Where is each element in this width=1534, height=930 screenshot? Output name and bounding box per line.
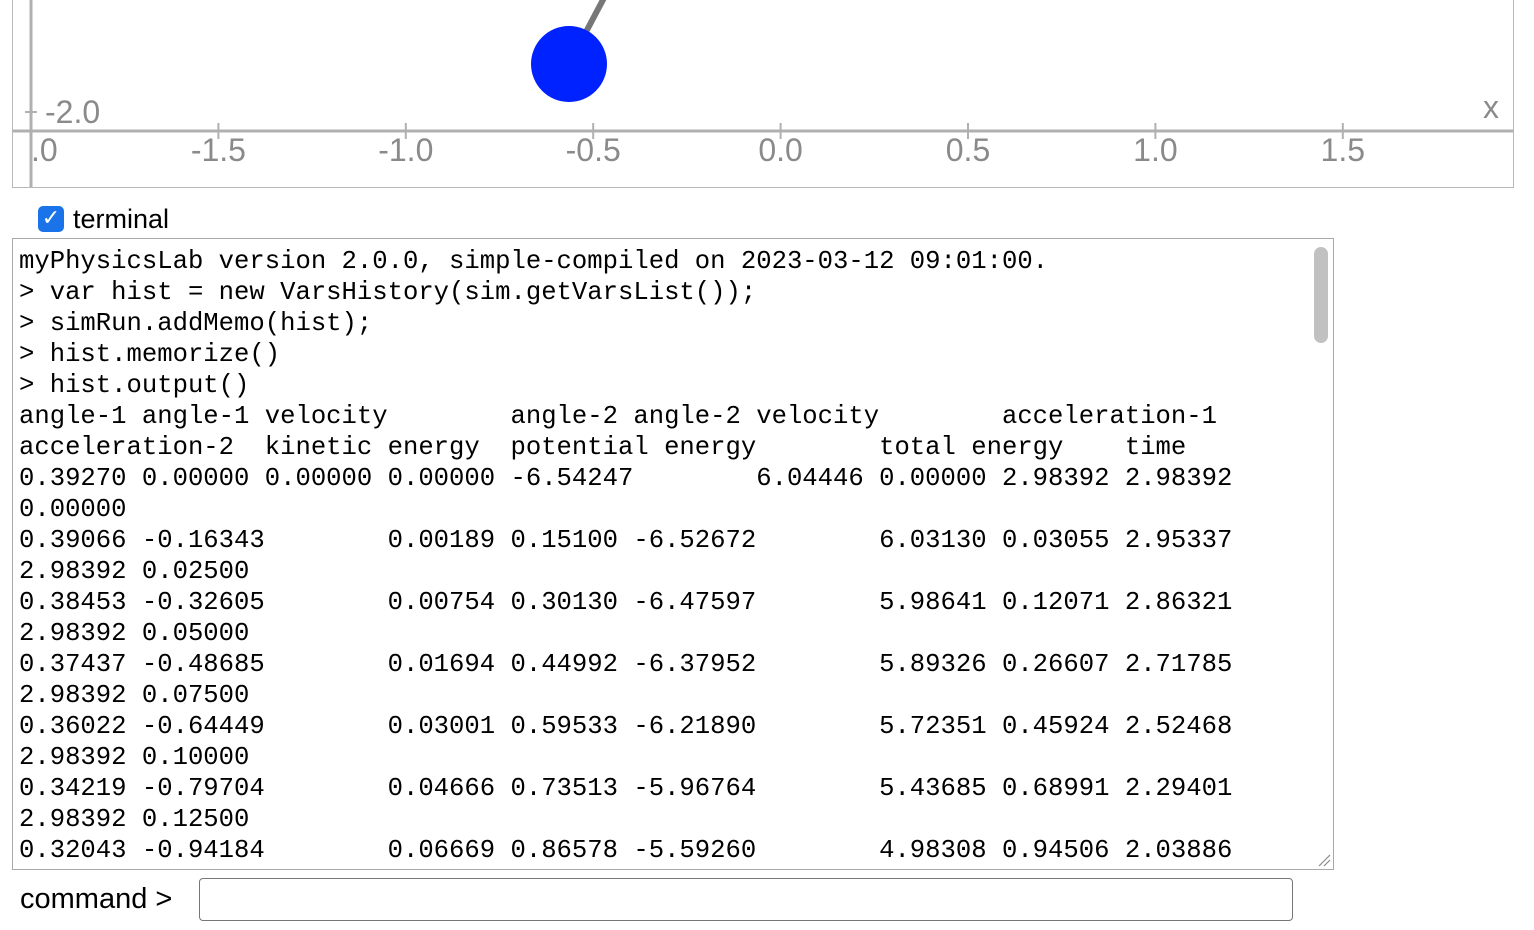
checkbox-checked-icon[interactable]: ✓ (38, 206, 64, 232)
pendulum-bob[interactable] (531, 26, 607, 102)
x-axis-tick-label: -0.5 (566, 132, 621, 168)
x-axis-tick-label: 1.5 (1321, 132, 1365, 168)
terminal-checkbox-label: terminal (73, 203, 170, 234)
x-axis-tick-label: -1.5 (191, 132, 246, 168)
x-axis-tick-label: 0.5 (946, 132, 990, 168)
terminal-checkbox[interactable]: ✓ terminal (38, 203, 169, 235)
resize-handle-icon[interactable] (1317, 853, 1331, 867)
x-axis-tick-label: -1.0 (378, 132, 433, 168)
terminal-text: myPhysicsLab version 2.0.0, simple-compi… (19, 247, 1233, 865)
simulation-graph: -2.0 x .0 -1.5 -1.0 -0.5 0.0 0.5 1.0 1.5 (13, 0, 1513, 187)
scrollbar-thumb[interactable] (1314, 247, 1328, 343)
x-axis-tick-label: 1.0 (1133, 132, 1177, 168)
x-axis-name: x (1483, 89, 1499, 125)
command-input[interactable] (199, 878, 1293, 921)
x-axis-tick-label: .0 (31, 132, 58, 168)
terminal-output[interactable]: myPhysicsLab version 2.0.0, simple-compi… (12, 238, 1334, 870)
terminal-scrollbar[interactable] (1305, 239, 1333, 869)
command-label: command > (20, 883, 173, 915)
x-axis-tick-label: 0.0 (758, 132, 802, 168)
y-axis-tick-label: -2.0 (45, 94, 100, 130)
x-axis-ticks: .0 -1.5 -1.0 -0.5 0.0 0.5 1.0 1.5 (30, 123, 1365, 168)
simulation-canvas[interactable]: -2.0 x .0 -1.5 -1.0 -0.5 0.0 0.5 1.0 1.5 (12, 0, 1514, 188)
